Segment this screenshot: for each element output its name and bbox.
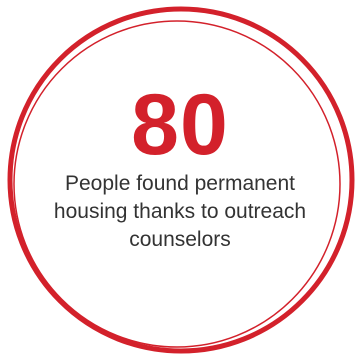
stat-caption: People found permanent housing thanks to… bbox=[53, 172, 307, 251]
stat-text: 80 People found permanent housing thanks… bbox=[0, 82, 360, 254]
outer-ring bbox=[7, 6, 355, 354]
inner-ring bbox=[13, 20, 341, 348]
stat-number: 80 bbox=[131, 77, 229, 173]
